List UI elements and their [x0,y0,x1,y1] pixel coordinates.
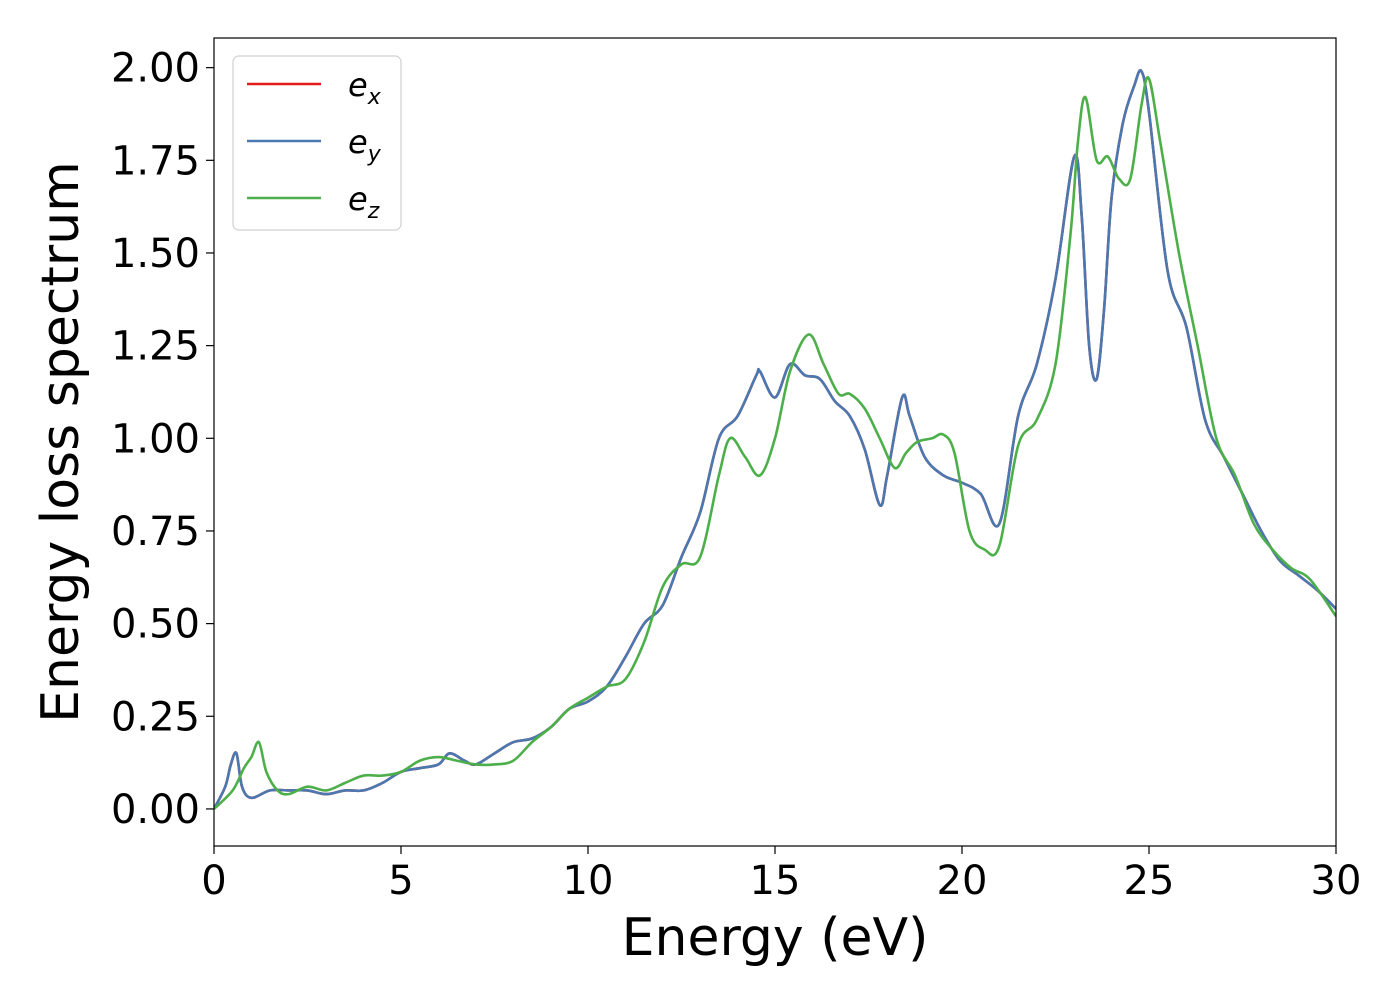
x-tick-label: 15 [750,858,801,904]
series-layer [214,69,1336,810]
x-tick-label: 25 [1124,858,1175,904]
y-tick-label: 1.50 [111,231,200,277]
y-tick-label: 0.00 [111,787,200,833]
legend-box [232,55,402,231]
y-tick-label: 0.75 [111,509,200,555]
x-tick-label: 30 [1311,858,1362,904]
y-tick-label: 1.75 [111,138,200,184]
x-axis-label: Energy (eV) [622,908,929,968]
legend: ex ey ez [232,55,402,231]
x-tick-label: 20 [937,858,988,904]
x-tick-label: 0 [201,858,226,904]
x-tick-label: 10 [563,858,614,904]
y-tick-label: 1.00 [111,416,200,462]
y-tick-label: 2.00 [111,46,200,92]
y-axis-label: Energy loss spectrum [31,161,91,723]
legend-label-e-z: ez [348,180,380,224]
legend-label-e-x: ex [348,66,382,110]
x-tick-label: 5 [388,858,413,904]
x-axis: 0 5 10 15 20 25 30 [201,846,1361,904]
y-tick-label: 1.25 [111,324,200,370]
y-tick-label: 0.50 [111,602,200,648]
series-line-e-z [214,76,1336,810]
y-axis: 0.00 0.25 0.50 0.75 1.00 1.25 1.50 1.75 2.00 [111,46,214,833]
legend-label-e-y: ey [348,123,382,167]
y-tick-label: 0.25 [111,694,200,740]
